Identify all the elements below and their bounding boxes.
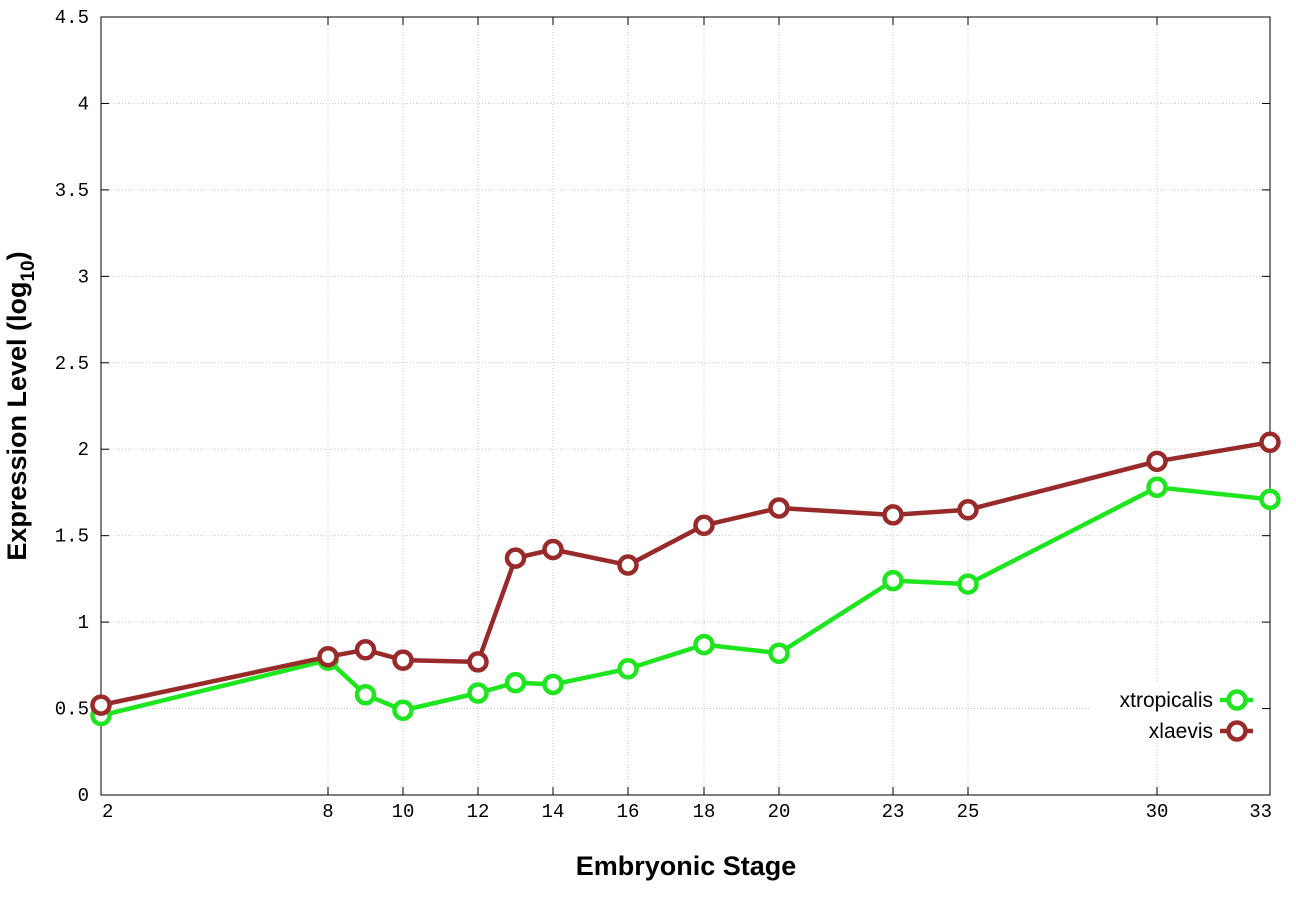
y-axis-title-subscript: 10 — [18, 260, 39, 281]
data-point-xlaevis — [90, 694, 112, 716]
data-point-xtropicalis — [354, 683, 377, 706]
data-point-xtropicalis — [504, 671, 527, 694]
data-point-xlaevis — [768, 497, 790, 519]
series-line-xlaevis — [100, 440, 1271, 708]
y-tick-label: 0.5 — [55, 699, 89, 721]
series-xtropicalis — [90, 476, 1281, 727]
x-tick-label: 10 — [392, 801, 415, 823]
x-tick-label: 23 — [882, 801, 905, 823]
series-xlaevis — [90, 431, 1281, 716]
plot-frame — [100, 16, 1271, 796]
y-tick-label: 3 — [78, 266, 89, 288]
legend-marker-xlaevis — [1226, 720, 1248, 742]
y-axis-title-close: ) — [2, 251, 32, 260]
y-tick-label: 4 — [78, 93, 89, 115]
grid-lines — [101, 17, 1270, 795]
y-tick-label: 3.5 — [55, 180, 89, 202]
y-axis-title-main: Expression Level (log — [2, 282, 32, 561]
x-tick-label: 30 — [1146, 801, 1169, 823]
legend: xtropicalis xlaevis — [1090, 683, 1260, 743]
y-tick-label: 2 — [78, 439, 89, 461]
y-tick-label: 0 — [78, 785, 89, 807]
data-point-xtropicalis — [693, 633, 715, 656]
data-point-xtropicalis — [467, 682, 489, 704]
data-point-xlaevis — [617, 554, 639, 576]
x-tick-label: 14 — [542, 801, 565, 823]
data-point-xtropicalis — [392, 699, 414, 722]
x-tick-label: 8 — [322, 801, 333, 823]
data-point-xtropicalis — [617, 658, 639, 680]
data-point-xlaevis — [957, 498, 979, 521]
x-tick-label: 12 — [467, 801, 490, 823]
x-tick-label: 25 — [957, 801, 980, 823]
data-point-xlaevis — [392, 649, 414, 671]
x-axis-title: Embryonic Stage — [576, 851, 797, 881]
x-tick-label: 20 — [768, 801, 791, 823]
y-tick-label: 1.5 — [55, 526, 89, 548]
x-tick-label: 2 — [102, 801, 113, 823]
data-point-xtropicalis — [1259, 488, 1281, 511]
data-point-xlaevis — [542, 538, 564, 561]
data-point-xtropicalis — [1146, 476, 1168, 499]
x-tick-label: 16 — [617, 801, 640, 823]
data-point-xlaevis — [354, 639, 377, 661]
series-group — [90, 431, 1281, 727]
series-line-xtropicalis — [100, 485, 1271, 718]
y-axis-title: Expression Level (log10) — [2, 251, 39, 560]
data-point-xlaevis — [317, 645, 339, 668]
axis-ticks: 0 0.5 1 1.5 2 2.5 3 3.5 4 4.5 2 8 10 12 14 16 18 20 23 25 30… — [55, 7, 1272, 823]
data-point-xlaevis — [504, 547, 527, 569]
data-point-xtropicalis — [957, 573, 979, 595]
data-point-xlaevis — [882, 504, 904, 526]
legend-label-xtropicalis: xtropicalis — [1120, 689, 1213, 712]
data-point-xlaevis — [1259, 431, 1281, 454]
y-tick-label: 4.5 — [55, 7, 89, 29]
x-tick-label: 33 — [1249, 801, 1272, 823]
data-point-xlaevis — [1146, 450, 1168, 473]
data-point-xtropicalis — [882, 569, 904, 592]
data-point-xtropicalis — [768, 642, 790, 664]
data-point-xlaevis — [693, 514, 715, 537]
x-tick-label: 18 — [693, 801, 716, 823]
legend-marker-xtropicalis — [1226, 689, 1248, 711]
y-tick-label: 2.5 — [55, 353, 89, 375]
y-tick-label: 1 — [78, 612, 89, 634]
legend-label-xlaevis: xlaevis — [1149, 720, 1213, 743]
data-point-xtropicalis — [542, 673, 564, 696]
data-point-xlaevis — [467, 651, 489, 673]
